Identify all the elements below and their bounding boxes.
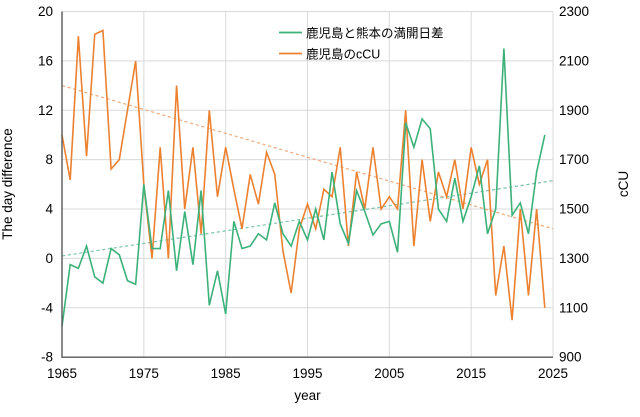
svg-text:0: 0	[45, 251, 53, 266]
svg-text:12: 12	[38, 103, 53, 118]
svg-text:-4: -4	[41, 300, 53, 315]
svg-text:900: 900	[559, 350, 582, 365]
svg-text:8: 8	[45, 152, 53, 167]
svg-text:1300: 1300	[559, 251, 589, 266]
svg-text:2025: 2025	[538, 366, 568, 381]
svg-text:1900: 1900	[559, 103, 589, 118]
svg-text:鹿児島と熊本の満開日差: 鹿児島と熊本の満開日差	[306, 26, 444, 41]
svg-text:4: 4	[45, 202, 53, 217]
svg-text:16: 16	[38, 53, 53, 68]
svg-text:20: 20	[38, 4, 53, 19]
svg-text:cCU: cCU	[616, 171, 631, 197]
svg-text:1995: 1995	[292, 366, 322, 381]
svg-text:The day difference: The day difference	[0, 128, 15, 240]
svg-text:2015: 2015	[456, 366, 486, 381]
svg-text:1700: 1700	[559, 152, 589, 167]
svg-text:2005: 2005	[374, 366, 404, 381]
svg-text:1500: 1500	[559, 202, 589, 217]
svg-text:1965: 1965	[47, 366, 77, 381]
svg-text:year: year	[294, 388, 321, 403]
svg-text:1985: 1985	[211, 366, 241, 381]
svg-text:2300: 2300	[559, 4, 589, 19]
svg-text:1975: 1975	[129, 366, 159, 381]
svg-text:-8: -8	[41, 350, 53, 365]
svg-text:鹿児島のcCU: 鹿児島のcCU	[306, 47, 380, 62]
svg-text:2100: 2100	[559, 53, 589, 68]
svg-text:1100: 1100	[559, 300, 588, 315]
